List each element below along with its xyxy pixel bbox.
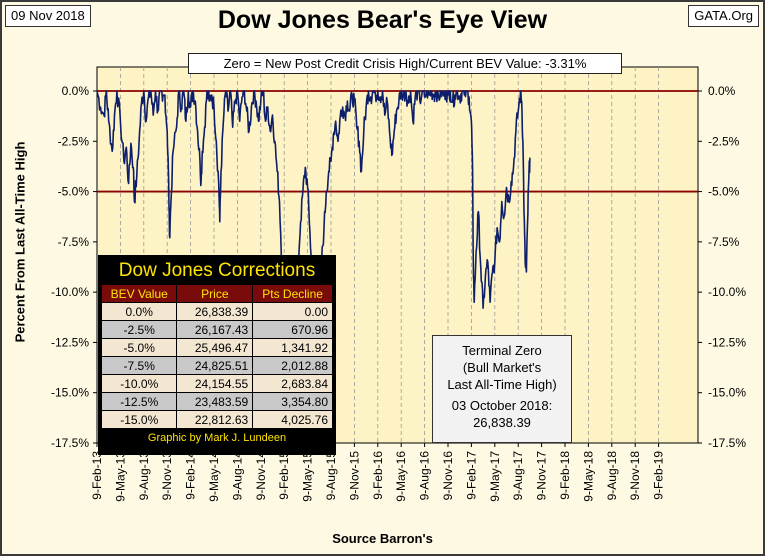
y-tick-label-left: 0.0% — [62, 84, 90, 98]
y-tick-label-left: -15.0% — [51, 386, 89, 400]
bev-cell: -7.5% — [100, 356, 178, 375]
subtitle-box: Zero = New Post Credit Crisis High/Curre… — [188, 53, 622, 74]
decline-cell: 670.96 — [252, 320, 333, 339]
terminal-zero-title: Terminal Zero — [462, 343, 542, 358]
source-label: GATA.Org — [688, 5, 759, 27]
price-cell: 22,812.63 — [176, 410, 254, 429]
x-tick-label: 9-Aug-14 — [230, 451, 244, 501]
x-tick-label: 9-Aug-18 — [605, 451, 619, 501]
x-tick-label: 9-May-17 — [488, 451, 502, 502]
reference-lines — [97, 90, 698, 193]
y-tick-label-right: -5.0% — [708, 185, 740, 199]
x-tick-label: 9-May-14 — [207, 451, 221, 502]
x-tick-label: 9-Feb-15 — [277, 451, 291, 500]
y-tick-label-right: -7.5% — [708, 235, 740, 249]
header-price: Price — [176, 284, 254, 303]
y-axis-right: 0.0% -2.5% -5.0% -7.5% -10.0% -12.5% -15.0% -17… — [698, 84, 746, 450]
x-tick-label: 9-Aug-16 — [418, 451, 432, 501]
table-row: -15.0% 22,812.63 4,025.76 — [100, 410, 333, 429]
y-tick-label-left: -12.5% — [51, 335, 89, 349]
x-tick-label: 9-Aug-17 — [511, 451, 525, 501]
bev-cell: 0.0% — [100, 302, 178, 321]
x-tick-label: 9-Nov-16 — [441, 451, 455, 501]
table-row: -7.5% 24,825.51 2,012.88 — [100, 356, 333, 375]
decline-cell: 2,683.84 — [252, 374, 333, 393]
corrections-header-row: BEV Value Price Pts Decline — [100, 284, 333, 303]
x-tick-label: 9-Nov-18 — [628, 451, 642, 501]
x-axis: 9-Feb-13 9-May-13 9-Aug-13 9-Nov-13 9-Feb-14… — [90, 443, 666, 502]
x-tick-label: 9-May-16 — [394, 451, 408, 502]
corrections-table-title: Dow Jones Corrections — [118, 260, 316, 281]
y-tick-label-left: -7.5% — [58, 235, 90, 249]
bev-cell: -12.5% — [100, 392, 178, 411]
bev-cell: -2.5% — [100, 320, 178, 339]
date-label: 09 Nov 2018 — [5, 5, 91, 27]
y-axis-left: 0.0% -2.5% -5.0% -7.5% -10.0% -12.5% -15.0% -17… — [51, 84, 97, 450]
x-tick-label: 9-Feb-16 — [371, 451, 385, 500]
y-tick-label-left: -5.0% — [58, 185, 90, 199]
corrections-table: Dow Jones Corrections BEV Value Price Pt… — [98, 255, 336, 455]
price-cell: 25,496.47 — [176, 338, 254, 357]
decline-cell: 3,354.80 — [252, 392, 333, 411]
x-tick-label: 9-Nov-13 — [160, 451, 174, 501]
header-bev-value: BEV Value — [100, 284, 178, 303]
table-row: -5.0% 25,496.47 1,341.92 — [100, 338, 333, 357]
price-cell: 24,154.55 — [176, 374, 254, 393]
y-tick-label-right: -17.5% — [708, 436, 746, 450]
price-cell: 23,483.59 — [176, 392, 254, 411]
terminal-zero-line3: Last All-Time High) — [447, 377, 557, 392]
x-tick-label: 9-Nov-14 — [254, 451, 268, 501]
decline-cell: 4,025.76 — [252, 410, 333, 429]
y-tick-label-left: -2.5% — [58, 134, 90, 148]
x-tick-label: 9-Nov-17 — [535, 451, 549, 501]
terminal-zero-box: Terminal Zero (Bull Market's Last All-Ti… — [432, 335, 572, 443]
x-tick-label: 9-Feb-17 — [464, 451, 478, 500]
graphic-credit: Graphic by Mark J. Lundeen — [147, 432, 287, 444]
terminal-zero-line2: (Bull Market's — [462, 360, 542, 375]
x-tick-label: 9-Aug-13 — [137, 451, 151, 501]
decline-cell: 1,341.92 — [252, 338, 333, 357]
bev-cell: -15.0% — [100, 410, 178, 429]
chart-title: Dow Jones Bear's Eye View — [217, 6, 548, 34]
x-tick-label: 9-May-15 — [301, 451, 315, 502]
terminal-zero-value: 26,838.39 — [473, 415, 531, 430]
terminal-zero-date: 03 October 2018: — [451, 398, 553, 413]
y-tick-label-right: 0.0% — [708, 84, 736, 98]
x-tick-label: 9-Nov-15 — [347, 451, 361, 501]
table-row: -12.5% 23,483.59 3,354.80 — [100, 392, 333, 411]
table-row: -2.5% 26,167.43 670.96 — [100, 320, 333, 339]
x-tick-label: 9-May-18 — [581, 451, 595, 502]
x-tick-label: 9-Feb-19 — [652, 451, 666, 500]
x-tick-label: 9-May-13 — [113, 451, 127, 502]
y-tick-label-right: -10.0% — [708, 285, 746, 299]
y-tick-label-right: -12.5% — [708, 335, 746, 349]
price-cell: 26,838.39 — [176, 302, 254, 321]
bev-cell: -5.0% — [100, 338, 178, 357]
y-tick-label-left: -10.0% — [51, 285, 89, 299]
price-cell: 24,825.51 — [176, 356, 254, 375]
x-tick-label: 9-Feb-18 — [558, 451, 572, 500]
header-pts-decline: Pts Decline — [252, 284, 333, 303]
y-tick-label-left: -17.5% — [51, 436, 89, 450]
bev-cell: -10.0% — [100, 374, 178, 393]
x-tick-label: 9-Aug-15 — [324, 451, 338, 501]
y-tick-label-right: -15.0% — [708, 386, 746, 400]
price-cell: 26,167.43 — [176, 320, 254, 339]
x-tick-label: 9-Feb-13 — [90, 451, 104, 500]
corrections-grid: BEV Value Price Pts Decline 0.0% 26,838.… — [100, 284, 333, 429]
decline-cell: 0.00 — [252, 302, 333, 321]
y-tick-label-right: -2.5% — [708, 134, 740, 148]
decline-cell: 2,012.88 — [252, 356, 333, 375]
y-axis-label: Percent From Last All-Time High — [12, 141, 28, 343]
table-row: -10.0% 24,154.55 2,683.84 — [100, 374, 333, 393]
x-axis-label: Source Barron's — [332, 531, 433, 546]
table-row: 0.0% 26,838.39 0.00 — [100, 302, 333, 321]
x-tick-label: 9-Feb-14 — [184, 451, 198, 500]
